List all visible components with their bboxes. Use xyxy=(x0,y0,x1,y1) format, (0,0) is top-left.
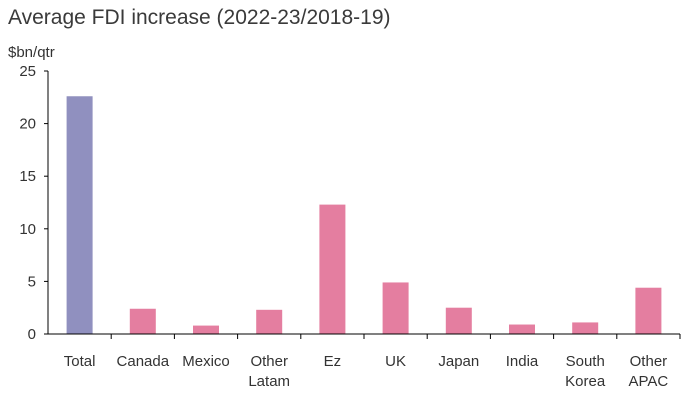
x-category-label-line: Mexico xyxy=(182,353,230,370)
bar xyxy=(193,325,219,334)
y-tick-label: 0 xyxy=(28,326,36,343)
x-category-label-line: India xyxy=(506,353,539,370)
bar xyxy=(445,307,472,334)
x-category-label: South Korea xyxy=(565,353,606,390)
x-category-label: Japan xyxy=(438,353,479,370)
x-category-label-line: Japan xyxy=(438,353,479,370)
bar xyxy=(572,322,599,334)
x-category-label: Other APAC xyxy=(629,353,669,390)
x-category-label: Total xyxy=(64,353,96,370)
x-category-label: Canada xyxy=(117,353,170,370)
x-category-label: Ez xyxy=(324,353,342,370)
chart-title: Average FDI increase (2022-23/2018-19) xyxy=(8,6,391,29)
y-axis: 0 5 10 15 20 25 xyxy=(19,63,49,343)
x-category-label-line: APAC xyxy=(629,373,669,390)
bar xyxy=(129,308,156,334)
x-category-label-line: Canada xyxy=(117,353,170,370)
y-tick-label: 5 xyxy=(28,273,36,290)
bar xyxy=(382,282,409,334)
bar xyxy=(509,324,535,334)
x-category-label-line: Other xyxy=(630,353,668,370)
x-category-label-line: South xyxy=(566,353,605,370)
x-category-label-line: Total xyxy=(64,353,96,370)
bar xyxy=(635,287,662,334)
x-axis xyxy=(48,333,681,339)
x-category-label: Other Latam xyxy=(248,353,290,390)
bar xyxy=(256,309,283,334)
x-category-label-line: Korea xyxy=(565,373,606,390)
x-category-label-line: Other xyxy=(250,353,288,370)
bar xyxy=(66,96,93,334)
x-category-label: Mexico xyxy=(182,353,230,370)
x-axis-labels: Total Canada Mexico Other Latam Ez UK Japan Indi… xyxy=(64,353,669,390)
x-category-label-line: Ez xyxy=(324,353,342,370)
bars xyxy=(66,96,662,334)
x-category-label-line: Latam xyxy=(248,373,290,390)
y-tick-label: 20 xyxy=(19,116,36,133)
x-category-label: India xyxy=(506,353,539,370)
y-tick-label: 25 xyxy=(19,63,36,80)
x-category-label-line: UK xyxy=(385,353,406,370)
y-axis-unit-label: $bn/qtr xyxy=(8,44,55,61)
x-category-label: UK xyxy=(385,353,406,370)
bar xyxy=(319,204,346,334)
y-tick-label: 10 xyxy=(19,221,36,238)
y-tick-label: 15 xyxy=(19,168,36,185)
